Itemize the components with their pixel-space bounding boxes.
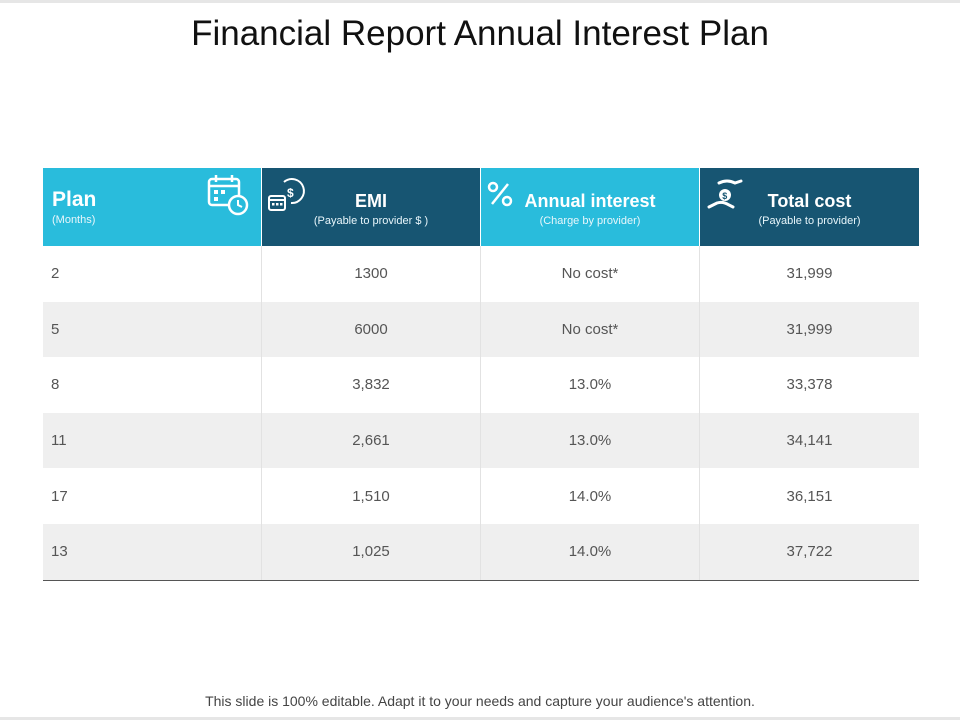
table-header-row: Plan (Months) $ (43, 168, 919, 246)
header-plan-title: Plan (52, 188, 97, 211)
table-row: 5 6000 No cost* 31,999 (43, 301, 919, 358)
cell-plan: 11 (43, 412, 262, 469)
percent-icon (487, 181, 513, 207)
header-total-cost: $ Total cost (Payable to provider) (700, 168, 919, 246)
header-plan-subtitle: (Months) (52, 214, 96, 226)
svg-text:$: $ (722, 191, 727, 201)
cell-plan: 8 (43, 357, 262, 413)
table-row: 13 1,025 14.0% 37,722 (43, 523, 919, 580)
cell-total-cost: 31,999 (786, 320, 833, 338)
calendar-dollar-icon: $ (268, 178, 305, 211)
cell-annual-interest: No cost* (481, 246, 700, 302)
header-annual-interest-subtitle: (Charge by provider) (539, 215, 641, 227)
cell-total-cost: 37,722 (786, 543, 833, 561)
cell-annual-interest: No cost* (481, 301, 700, 358)
table-row: 2 1300 No cost* 31,999 (43, 246, 919, 302)
top-divider (0, 0, 960, 3)
footer-note: This slide is 100% editable. Adapt it to… (205, 693, 755, 709)
page-title: Financial Report Annual Interest Plan (191, 14, 769, 53)
interest-plan-table: Plan (Months) $ (43, 168, 919, 581)
cell-plan: 17 (43, 468, 262, 524)
header-emi-subtitle: (Payable to provider $ ) (313, 215, 429, 227)
cell-total-cost: 33,378 (786, 376, 833, 394)
cell-annual-interest: 13.0% (481, 412, 700, 469)
cell-emi: 6000 (262, 301, 481, 358)
bottom-divider (0, 717, 960, 720)
cell-total-cost: 31,999 (786, 265, 833, 283)
cell-total-cost: 34,141 (786, 432, 833, 450)
header-plan: Plan (Months) (43, 168, 262, 246)
cell-total-cost: 36,151 (786, 487, 833, 505)
cell-annual-interest: 13.0% (481, 357, 700, 413)
cell-emi: 2,661 (262, 412, 481, 469)
cell-annual-interest: 14.0% (481, 468, 700, 524)
cell-emi: 3,832 (262, 357, 481, 413)
table-row: 11 2,661 13.0% 34,141 (43, 412, 919, 469)
cell-emi: 1,025 (262, 523, 481, 580)
cell-plan: 2 (43, 246, 262, 302)
header-annual-interest-title: Annual interest (524, 191, 656, 211)
cell-emi: 1300 (262, 246, 481, 302)
cell-annual-interest: 14.0% (481, 523, 700, 580)
calendar-clock-icon (207, 175, 249, 216)
header-annual-interest: Annual interest (Charge by provider) (481, 168, 700, 246)
table-row: 17 1,510 14.0% 36,151 (43, 468, 919, 524)
svg-text:$: $ (287, 186, 294, 200)
cell-emi: 1,510 (262, 468, 481, 524)
header-emi-title: EMI (354, 191, 387, 211)
header-emi: $ EMI (Payable to provider $ ) (262, 168, 481, 246)
header-total-cost-subtitle: (Payable to provider) (758, 215, 861, 227)
cell-plan: 13 (43, 523, 262, 580)
cell-plan: 5 (43, 301, 262, 358)
table-row: 8 3,832 13.0% 33,378 (43, 357, 919, 413)
hand-money-icon: $ (707, 179, 743, 209)
table-bottom-border (43, 579, 919, 581)
header-total-cost-title: Total cost (767, 191, 852, 211)
